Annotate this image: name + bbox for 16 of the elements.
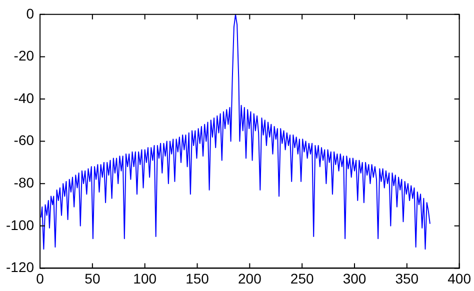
y-tick-label: -120 (6, 259, 34, 276)
x-tick-label: 150 (186, 270, 210, 286)
x-tick-label: 100 (133, 270, 157, 286)
x-tick-label: 300 (342, 270, 366, 286)
x-tick-label: 0 (36, 270, 44, 286)
y-tick-label: -100 (6, 216, 34, 233)
x-tick-label: 200 (238, 270, 262, 286)
x-tick-label: 50 (84, 270, 100, 286)
y-tick-label: -40 (14, 90, 34, 106)
x-tick-label: 400 (448, 270, 472, 286)
y-tick-label: -60 (14, 132, 34, 148)
y-tick-label: 0 (26, 5, 34, 22)
y-tick-label: -20 (14, 48, 34, 64)
y-tick-label: -80 (14, 174, 34, 190)
x-tick-label: 350 (395, 270, 419, 286)
x-tick-label: 250 (290, 270, 314, 286)
